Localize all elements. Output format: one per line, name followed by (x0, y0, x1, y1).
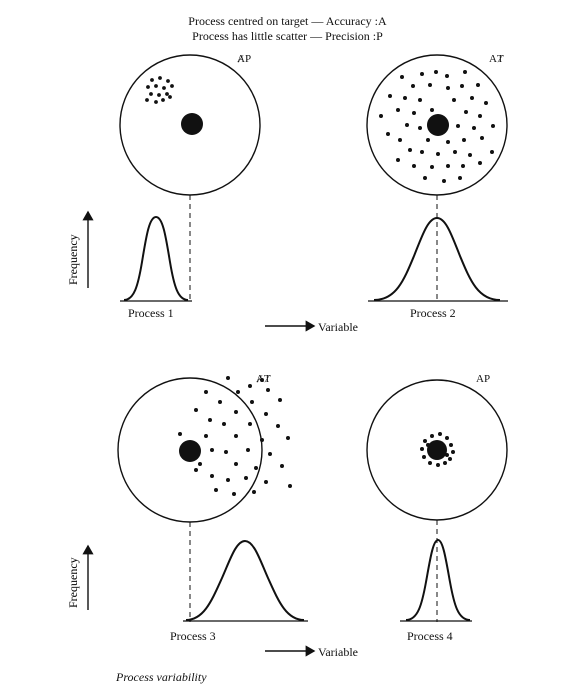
legend-precision-row: Process has little scatter — Precision :… (192, 29, 383, 43)
scatter-dots-process-3 (178, 376, 292, 496)
distribution-curve-process-3 (185, 539, 305, 621)
figure-caption: Process variability (116, 670, 207, 684)
process-2-label: Process 2 (410, 306, 456, 320)
scatter-dots-process-4 (420, 432, 455, 467)
frequency-label-bottom: Frequency (66, 557, 80, 608)
process-3-label: Process 3 (170, 629, 216, 643)
bullseye-process-2 (427, 114, 449, 136)
legend-accuracy-key: Accuracy :A (325, 14, 387, 28)
distribution-curve-process-4 (405, 538, 471, 621)
process-4-label: Process 4 (407, 629, 453, 643)
bullseye-process-3 (179, 440, 201, 462)
scatter-dots-process-1 (145, 76, 174, 104)
bullseye-process-4 (427, 440, 447, 460)
legend-precision-key: Precision :P (325, 29, 383, 43)
corner-label-process-4: AP (476, 373, 491, 385)
scatter-dots-process-2 (379, 70, 495, 183)
corner-label-process-2: AȾ (489, 53, 504, 65)
legend-accuracy-row: Process centred on target — Accuracy :A (188, 14, 387, 28)
legend-accuracy-text: Process centred on target (188, 14, 309, 28)
distribution-curve-process-1 (123, 215, 189, 301)
process-1-label: Process 1 (128, 306, 174, 320)
bullseye-process-1 (181, 113, 203, 135)
frequency-label-top: Frequency (66, 234, 80, 285)
variable-label-bottom: Variable (318, 645, 358, 659)
legend: Process centred on target — Accuracy :A … (0, 14, 575, 44)
variable-label-top: Variable (318, 320, 358, 334)
distribution-curve-process-2 (373, 216, 501, 301)
legend-precision-text: Process has little scatter (192, 29, 308, 43)
corner-label-process-1: ȺP (237, 53, 252, 65)
